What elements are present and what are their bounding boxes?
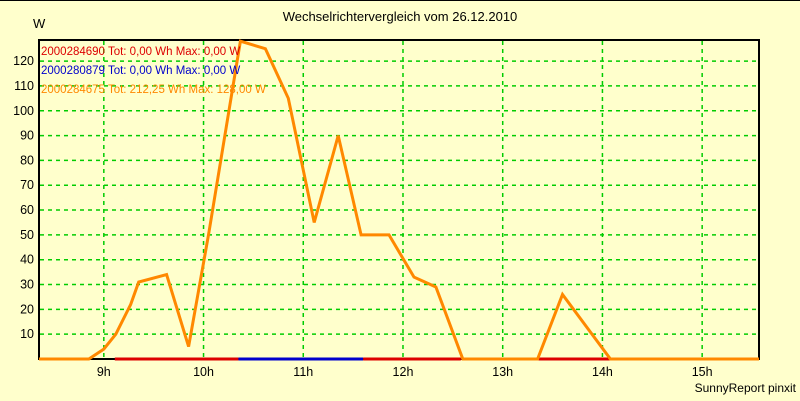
y-tick-label: 20 bbox=[20, 302, 34, 316]
y-tick-label: 90 bbox=[20, 129, 34, 143]
y-tick-label: 10 bbox=[20, 327, 34, 341]
x-tick-label: 10h bbox=[193, 365, 214, 379]
x-tick-label: 13h bbox=[492, 365, 513, 379]
y-tick-label: 110 bbox=[14, 79, 34, 93]
y-axis-unit-label: W bbox=[33, 16, 46, 31]
y-tick-label: 60 bbox=[20, 203, 34, 217]
legend-entry: 2000280879 Tot: 0,00 Wh Max: 0,00 W bbox=[41, 65, 241, 77]
y-tick-label: 30 bbox=[20, 278, 34, 292]
legend: 2000284690 Tot: 0,00 Wh Max: 0,00 W 2000… bbox=[41, 43, 266, 100]
footer-credit: SunnyReport pinxit bbox=[694, 381, 796, 395]
series-line bbox=[39, 39, 759, 361]
x-tick-label: 15h bbox=[692, 365, 713, 379]
y-tick-label: 80 bbox=[20, 153, 34, 167]
legend-entry: 2000284675 Tot: 212,25 Wh Max: 128,00 W bbox=[41, 84, 266, 96]
y-tick-label: 40 bbox=[20, 253, 34, 267]
y-tick-label: 100 bbox=[13, 104, 34, 118]
y-tick-label: 70 bbox=[20, 178, 34, 192]
x-tick-label: 14h bbox=[592, 365, 613, 379]
y-tick-label: 120 bbox=[13, 54, 34, 68]
x-tick-label: 12h bbox=[393, 365, 414, 379]
chart-title: Wechselrichtervergleich vom 26.12.2010 bbox=[282, 9, 518, 24]
y-tick-label: 50 bbox=[20, 228, 34, 242]
x-tick-label: 9h bbox=[97, 365, 111, 379]
legend-entry: 2000284690 Tot: 0,00 Wh Max: 0,00 W bbox=[41, 46, 241, 58]
x-tick-label: 11h bbox=[293, 365, 313, 379]
